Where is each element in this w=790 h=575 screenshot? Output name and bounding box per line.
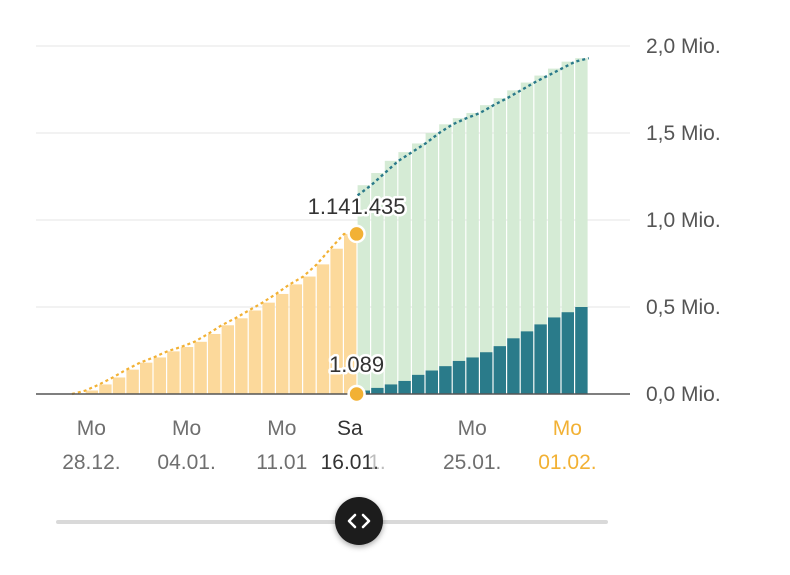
- bar-daily: [412, 374, 425, 394]
- time-slider-handle[interactable]: [335, 497, 383, 545]
- y-tick-label: 1,0 Mio.: [646, 209, 721, 232]
- y-tick-label: 1,5 Mio.: [646, 122, 721, 145]
- bar-daily: [425, 370, 438, 394]
- x-tick-date: 04.01.: [157, 451, 215, 474]
- bar-reported: [262, 302, 275, 394]
- x-tick: Mo 28.12.: [62, 417, 120, 474]
- bar-forecast: [561, 61, 574, 394]
- cumulative-value-label: 1.141.435: [308, 194, 406, 219]
- line-reported: [71, 232, 357, 396]
- bar-forecast: [507, 90, 520, 395]
- y-tick-label: 0,0 Mio.: [646, 383, 721, 406]
- bars: [85, 58, 588, 395]
- bar-forecast: [520, 82, 534, 394]
- bar-reported: [344, 233, 357, 394]
- bar-daily: [507, 338, 520, 394]
- x-tick: Mo 04.01.: [157, 417, 215, 474]
- daily-value-label: 1.089: [329, 352, 384, 377]
- bar-daily: [371, 387, 384, 394]
- x-tick: 1.: [368, 451, 386, 474]
- selected-point-cumulative: [347, 224, 366, 244]
- bar-daily: [452, 360, 466, 394]
- line-forecast: [356, 57, 590, 197]
- x-tick-day: Mo: [267, 417, 296, 440]
- bar-daily: [561, 312, 574, 394]
- bar-forecast: [384, 160, 398, 394]
- bar-reported: [276, 293, 289, 394]
- bar-reported: [167, 351, 180, 394]
- bar-reported: [126, 369, 139, 394]
- bar-reported: [303, 276, 316, 394]
- bar-forecast: [480, 105, 493, 394]
- bar-reported: [194, 341, 207, 394]
- x-tick: Mo 11.01: [256, 417, 307, 474]
- x-tick-day: Mo: [458, 417, 487, 440]
- bar-forecast: [548, 68, 561, 395]
- x-axis-ticks: Mo 28.12. Mo 04.01. Mo 11.01 Sa 16.01.1. Mo 25.01…: [62, 417, 596, 474]
- bar-reported: [248, 310, 262, 394]
- bar-forecast: [452, 118, 466, 395]
- x-tick-date: 1.: [368, 451, 386, 474]
- bar-reported: [99, 384, 112, 394]
- x-tick-date: 16.01.: [321, 451, 379, 474]
- bar-reported: [316, 264, 330, 394]
- x-tick-date: 11.01: [256, 451, 307, 474]
- x-tick: Sa 16.01.: [321, 417, 379, 474]
- bar-daily: [480, 352, 493, 394]
- x-tick-date: 01.02.: [538, 451, 596, 474]
- bar-forecast: [493, 98, 506, 394]
- bar-reported: [153, 357, 166, 394]
- x-tick-day: Mo: [172, 417, 201, 440]
- x-tick-day: Mo: [553, 417, 582, 440]
- bar-forecast: [371, 173, 384, 394]
- bar-forecast: [398, 152, 411, 394]
- time-slider-track[interactable]: [56, 520, 608, 524]
- bar-forecast: [439, 124, 452, 395]
- bar-reported: [289, 284, 302, 394]
- selection-markers: 1.141.435 1.089: [305, 191, 408, 404]
- x-tick-day: Sa: [337, 417, 363, 440]
- bar-reported: [235, 318, 248, 394]
- bar-forecast: [425, 133, 438, 394]
- y-tick-label: 0,5 Mio.: [646, 296, 721, 319]
- y-tick-label: 2,0 Mio.: [646, 35, 721, 58]
- bar-reported: [221, 325, 234, 394]
- bar-daily: [384, 384, 398, 394]
- bar-reported: [180, 347, 194, 394]
- bar-reported: [112, 377, 126, 394]
- bar-reported: [140, 362, 153, 394]
- bar-daily: [575, 307, 588, 394]
- bar-daily: [439, 366, 452, 394]
- x-tick-date: 25.01.: [443, 451, 501, 474]
- bar-reported: [85, 390, 98, 394]
- bar-forecast: [466, 112, 479, 395]
- y-axis-ticks: 0,0 Mio. 0,5 Mio. 1,0 Mio. 1,5 Mio. 2,0 Mio.: [646, 35, 721, 406]
- bar-forecast: [534, 75, 547, 394]
- x-tick-day: Mo: [77, 417, 106, 440]
- series-lines: [71, 57, 590, 396]
- x-tick: Mo 25.01.: [443, 417, 501, 474]
- bar-reported: [208, 333, 221, 394]
- x-tick: Mo 01.02.: [538, 417, 596, 474]
- bar-daily: [548, 317, 561, 394]
- bar-daily: [493, 346, 506, 394]
- bar-forecast: [412, 143, 425, 394]
- bar-reported: [330, 248, 343, 394]
- chevron-left-right-icon: [347, 513, 371, 529]
- bar-daily: [534, 324, 547, 394]
- bar-daily: [466, 357, 479, 394]
- bar-daily: [520, 331, 534, 394]
- bar-daily: [398, 380, 411, 394]
- x-tick-date: 28.12.: [62, 451, 120, 474]
- selected-point-daily: [347, 384, 366, 404]
